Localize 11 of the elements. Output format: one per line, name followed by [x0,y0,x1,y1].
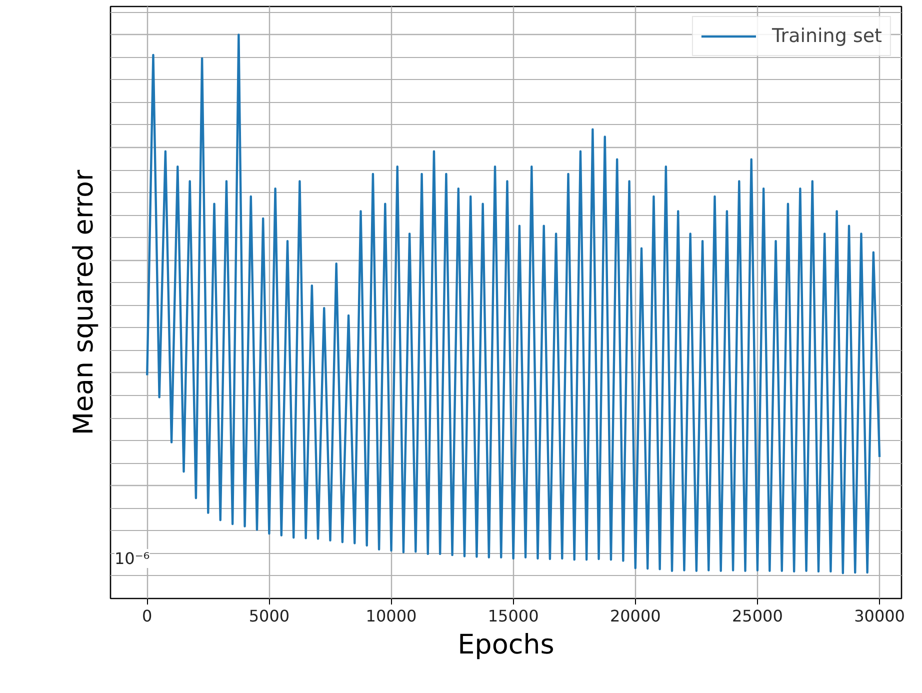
x-tick-label: 0 [142,606,152,626]
x-tick-label: 10000 [366,606,417,626]
annotation: 10⁻⁶ [114,549,150,568]
legend-label: Training set [772,25,882,47]
x-tick-label: 20000 [610,606,661,626]
x-tick-label: 5000 [248,606,290,626]
y-axis-title: Mean squared error [68,168,100,436]
x-tick-label: 15000 [488,606,539,626]
x-tick-label: 25000 [732,606,783,626]
x-tick-label: 30000 [854,606,905,626]
x-axis-title: Epochs [458,630,554,660]
